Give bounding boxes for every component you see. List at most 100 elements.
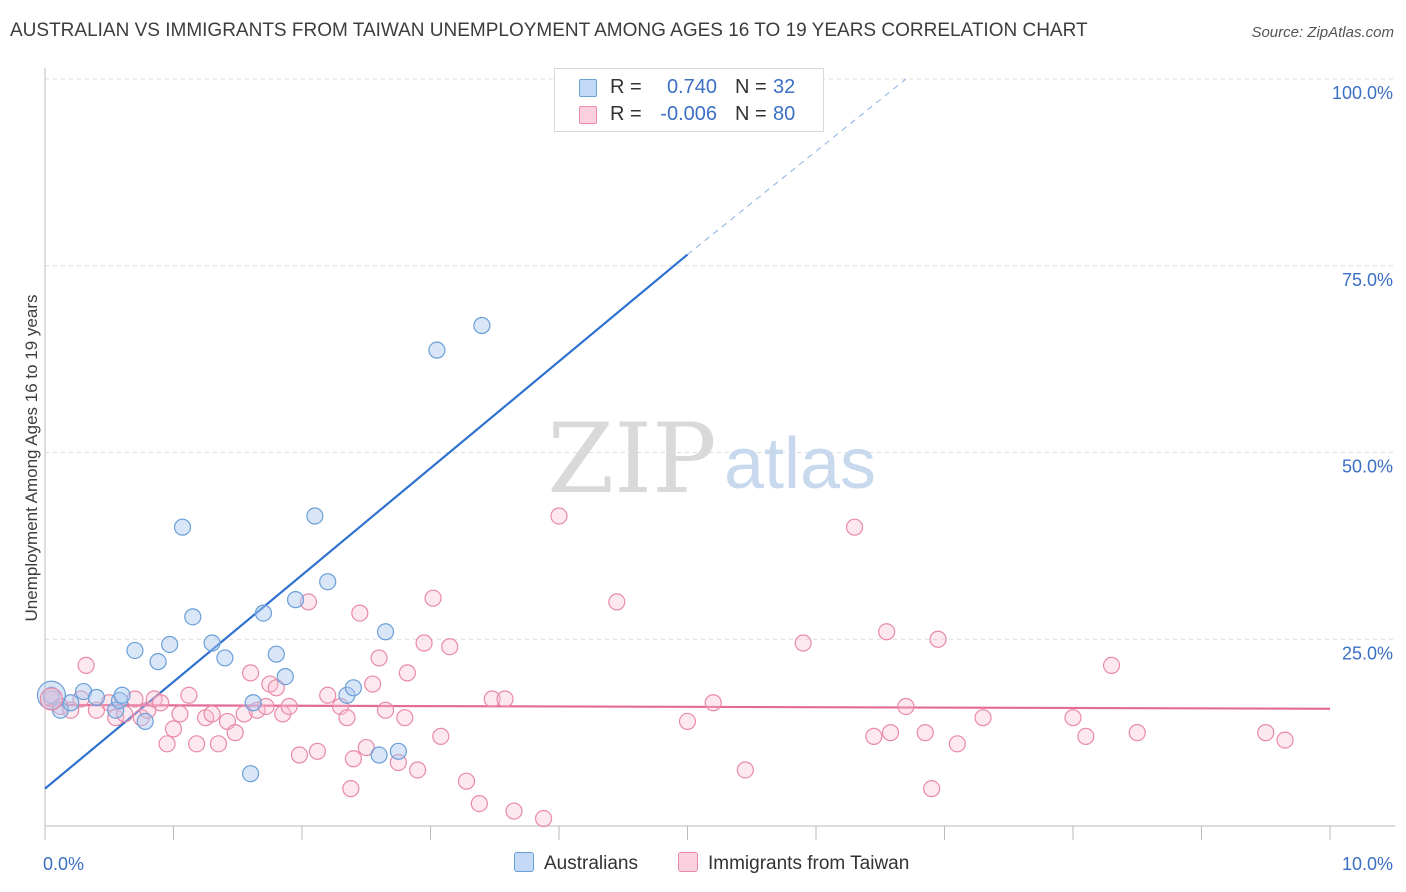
- point-taiwan: [974, 709, 992, 727]
- point-taiwan: [534, 809, 553, 828]
- point-australians: [276, 667, 294, 686]
- point-australians: [107, 701, 125, 719]
- point-taiwan: [257, 697, 275, 716]
- point-taiwan: [87, 701, 106, 719]
- point-taiwan: [338, 709, 356, 727]
- point-taiwan: [1276, 731, 1294, 749]
- point-taiwan: [865, 727, 883, 745]
- point-taiwan: [203, 705, 221, 723]
- legend: R = 0.740 N = 32 R = -0.006 N = 80: [554, 68, 824, 132]
- point-australians: [136, 712, 154, 731]
- regression-line-australians: [44, 253, 689, 790]
- point-taiwan: [704, 694, 722, 712]
- point-taiwan: [396, 709, 414, 727]
- swatch-taiwan: [678, 852, 698, 872]
- point-taiwan: [209, 735, 228, 753]
- point-taiwan: [364, 675, 382, 693]
- point-australians: [149, 653, 167, 671]
- y-axis-title: Unemployment Among Ages 16 to 19 years: [22, 295, 41, 622]
- point-taiwan: [235, 705, 253, 723]
- point-taiwan: [370, 649, 388, 667]
- point-taiwan: [470, 794, 488, 813]
- point-australians: [87, 688, 106, 707]
- series-legend: Australians Immigrants from Taiwan: [0, 852, 1406, 878]
- point-australians: [173, 518, 192, 536]
- regression-line-taiwan: [44, 703, 1331, 710]
- point-australians: [306, 507, 324, 525]
- x-tick-label: 10.0%: [1342, 854, 1393, 874]
- point-australians: [42, 686, 61, 704]
- gridlines: [45, 78, 1395, 640]
- y-tick-label: 25.0%: [1342, 643, 1393, 663]
- legend-swatch-taiwan: [579, 106, 597, 124]
- point-taiwan: [180, 686, 198, 704]
- point-taiwan: [299, 593, 318, 611]
- legend-r-label: R =: [610, 76, 642, 98]
- watermark-atlas: atlas: [724, 424, 876, 504]
- point-taiwan: [736, 761, 754, 779]
- point-taiwan: [897, 697, 915, 716]
- point-australians: [267, 645, 285, 663]
- point-taiwan: [226, 724, 244, 742]
- point-taiwan: [432, 727, 450, 745]
- legend-n-label: N =: [735, 76, 767, 98]
- axes: [44, 68, 1395, 840]
- point-taiwan: [881, 724, 900, 742]
- point-taiwan: [77, 656, 95, 674]
- point-taiwan: [929, 630, 947, 648]
- point-australians: [319, 573, 337, 591]
- point-taiwan: [342, 780, 360, 798]
- point-australians: [244, 694, 262, 712]
- regression-line-australians-extension: [687, 78, 907, 256]
- point-taiwan: [39, 687, 64, 711]
- legend-swatch-australians: [579, 79, 597, 97]
- watermark-zip: ZIP: [547, 403, 716, 515]
- legend-n-value: 80: [773, 103, 796, 125]
- legend-label-taiwan: Immigrants from Taiwan: [708, 853, 910, 874]
- point-australians: [203, 634, 221, 652]
- point-taiwan: [550, 507, 568, 525]
- swatch-australians: [514, 852, 534, 872]
- point-taiwan: [290, 746, 309, 764]
- point-taiwan: [357, 738, 375, 757]
- point-taiwan: [280, 697, 298, 716]
- point-taiwan: [916, 724, 934, 742]
- source-label: Source: ZipAtlas.com: [1251, 24, 1394, 41]
- point-taiwan: [1102, 656, 1121, 674]
- point-taiwan: [457, 772, 476, 790]
- point-australians: [254, 604, 273, 622]
- point-taiwan: [923, 780, 941, 798]
- point-taiwan: [678, 712, 697, 731]
- point-australians: [242, 765, 260, 783]
- point-australians: [161, 635, 179, 654]
- point-taiwan: [158, 735, 176, 753]
- point-taiwan: [351, 604, 369, 622]
- point-taiwan: [505, 802, 523, 820]
- point-taiwan: [441, 638, 459, 656]
- watermark: ZIP atlas: [547, 403, 876, 515]
- point-taiwan: [152, 694, 170, 712]
- point-taiwan: [483, 690, 501, 708]
- point-taiwan: [1128, 724, 1146, 742]
- point-australians: [344, 679, 362, 697]
- point-taiwan: [1064, 709, 1082, 727]
- point-australians: [376, 623, 395, 641]
- legend-r-value: -0.006: [660, 103, 717, 125]
- point-taiwan: [344, 750, 362, 768]
- point-taiwan: [424, 589, 442, 607]
- point-taiwan: [415, 634, 433, 652]
- chart-title: AUSTRALIAN VS IMMIGRANTS FROM TAIWAN UNE…: [10, 20, 1088, 41]
- point-taiwan: [171, 705, 189, 723]
- point-taiwan: [242, 664, 260, 682]
- legend-n-value: 32: [773, 76, 796, 98]
- point-australians: [286, 591, 305, 609]
- point-taiwan: [267, 679, 285, 697]
- point-taiwan: [948, 735, 966, 753]
- point-taiwan: [845, 518, 864, 536]
- point-australians: [473, 316, 491, 335]
- y-tick-label: 75.0%: [1342, 270, 1393, 290]
- point-taiwan: [608, 593, 626, 611]
- point-taiwan: [496, 690, 514, 708]
- point-taiwan: [1257, 724, 1275, 742]
